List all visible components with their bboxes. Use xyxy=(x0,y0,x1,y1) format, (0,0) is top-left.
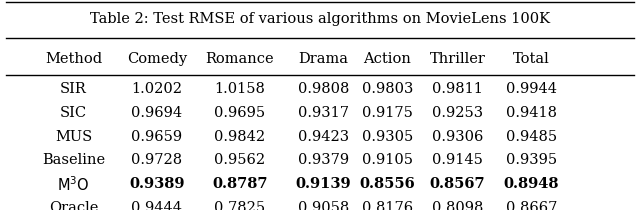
Text: 0.9389: 0.9389 xyxy=(129,177,184,191)
Text: 0.9803: 0.9803 xyxy=(362,82,413,96)
Text: Table 2: Test RMSE of various algorithms on MovieLens 100K: Table 2: Test RMSE of various algorithms… xyxy=(90,12,550,26)
Text: 0.8098: 0.8098 xyxy=(432,201,483,210)
Text: Romance: Romance xyxy=(205,52,275,66)
Text: 0.9808: 0.9808 xyxy=(298,82,349,96)
Text: 0.9562: 0.9562 xyxy=(214,154,266,167)
Text: Method: Method xyxy=(45,52,102,66)
Text: 0.9811: 0.9811 xyxy=(432,82,483,96)
Text: 0.9944: 0.9944 xyxy=(506,82,557,96)
Text: 0.9305: 0.9305 xyxy=(362,130,413,144)
Text: 0.9317: 0.9317 xyxy=(298,106,349,120)
Text: 0.9105: 0.9105 xyxy=(362,154,413,167)
Text: Baseline: Baseline xyxy=(42,154,105,167)
Text: Thriller: Thriller xyxy=(429,52,486,66)
Text: 0.8176: 0.8176 xyxy=(362,201,413,210)
Text: 0.8667: 0.8667 xyxy=(506,201,557,210)
Text: 0.9728: 0.9728 xyxy=(131,154,182,167)
Text: SIR: SIR xyxy=(60,82,87,96)
Text: 0.9306: 0.9306 xyxy=(432,130,483,144)
Text: 0.9253: 0.9253 xyxy=(432,106,483,120)
Text: 1.0202: 1.0202 xyxy=(131,82,182,96)
Text: 0.9842: 0.9842 xyxy=(214,130,266,144)
Text: 0.9444: 0.9444 xyxy=(131,201,182,210)
Text: Oracle: Oracle xyxy=(49,201,99,210)
Text: 0.9145: 0.9145 xyxy=(432,154,483,167)
Text: Action: Action xyxy=(364,52,411,66)
Text: 0.9395: 0.9395 xyxy=(506,154,557,167)
Text: MUS: MUS xyxy=(55,130,92,144)
Text: 0.9418: 0.9418 xyxy=(506,106,557,120)
Text: 0.8567: 0.8567 xyxy=(430,177,485,191)
Text: SIC: SIC xyxy=(60,106,87,120)
Text: 0.9694: 0.9694 xyxy=(131,106,182,120)
Text: 0.8948: 0.8948 xyxy=(504,177,559,191)
Text: Drama: Drama xyxy=(298,52,348,66)
Text: 0.9139: 0.9139 xyxy=(296,177,351,191)
Text: 0.9175: 0.9175 xyxy=(362,106,413,120)
Text: 0.8787: 0.8787 xyxy=(212,177,268,191)
Text: 1.0158: 1.0158 xyxy=(214,82,266,96)
Text: 0.7825: 0.7825 xyxy=(214,201,266,210)
Text: 0.9058: 0.9058 xyxy=(298,201,349,210)
Text: 0.9695: 0.9695 xyxy=(214,106,266,120)
Text: Comedy: Comedy xyxy=(127,52,187,66)
Text: 0.9423: 0.9423 xyxy=(298,130,349,144)
Text: 0.8556: 0.8556 xyxy=(359,177,415,191)
Text: 0.9659: 0.9659 xyxy=(131,130,182,144)
Text: 0.9379: 0.9379 xyxy=(298,154,349,167)
Text: Total: Total xyxy=(513,52,550,66)
Text: 0.9485: 0.9485 xyxy=(506,130,557,144)
Text: $\mathrm{M}^3\mathrm{O}$: $\mathrm{M}^3\mathrm{O}$ xyxy=(58,175,90,194)
